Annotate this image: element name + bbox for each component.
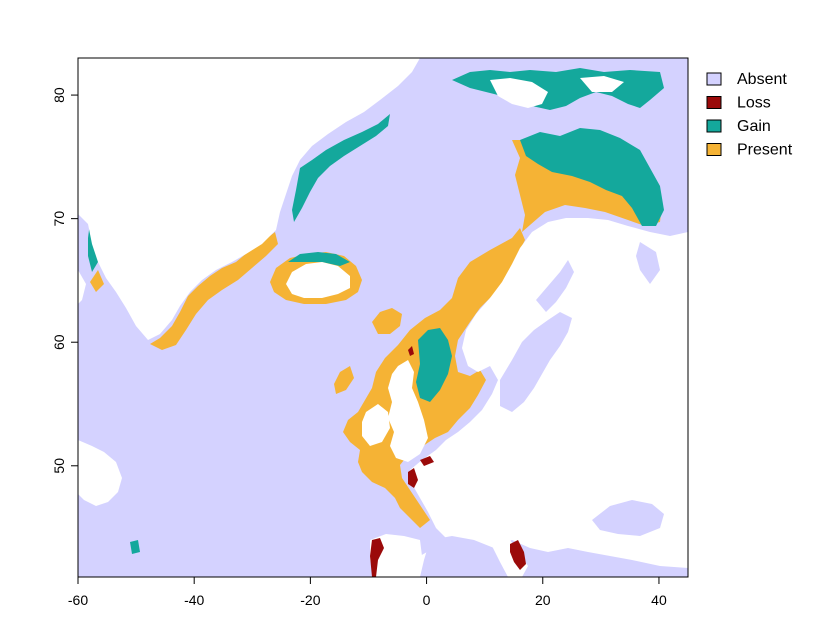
land-eurasia	[404, 218, 688, 577]
x-tick-label: 40	[651, 592, 667, 608]
land-iceland	[286, 262, 350, 298]
present-rockall	[334, 366, 354, 394]
sea-mediterranean	[420, 536, 688, 577]
legend-label-absent: Absent	[737, 71, 787, 88]
land-baffin	[78, 270, 86, 304]
gain-labrador-dot	[130, 540, 140, 554]
legend-label-gain: Gain	[737, 118, 771, 135]
x-tick-label: -40	[184, 592, 204, 608]
land-iberia	[370, 534, 422, 577]
loss-channel	[420, 456, 434, 466]
legend-label-loss: Loss	[737, 95, 771, 112]
gain-barents-north	[520, 128, 664, 226]
gain-iceland-north	[288, 252, 350, 266]
sea-baltic	[500, 312, 572, 412]
legend-swatch-absent	[706, 72, 722, 86]
present-greenland-east	[150, 232, 278, 350]
gain-north-sea	[416, 328, 452, 402]
legend-swatch-gain	[706, 119, 722, 133]
present-faroe	[372, 308, 402, 334]
land-layer	[78, 58, 688, 577]
land-greenland	[78, 58, 420, 340]
y-axis: 50 60 70 80	[51, 87, 79, 474]
x-tick-label: 20	[535, 592, 551, 608]
y-tick-label: 50	[51, 458, 67, 474]
legend-label-present: Present	[737, 142, 793, 159]
legend-swatch-present	[706, 143, 722, 156]
loss-adriatic	[510, 540, 526, 570]
loss-iberia-coast	[370, 538, 384, 577]
sea-black	[592, 500, 664, 536]
y-tick-label: 60	[51, 334, 67, 350]
land-labrador	[78, 440, 122, 506]
land-ireland	[362, 404, 390, 446]
loss-biscay	[408, 468, 418, 488]
x-tick-label: -20	[300, 592, 320, 608]
sea-white	[636, 242, 660, 284]
y-tick-label: 80	[51, 87, 67, 103]
sea-bothnia	[536, 260, 574, 312]
loss-norway-dot	[408, 346, 414, 356]
loss-zone-layer	[370, 346, 526, 577]
x-tick-label: 0	[423, 592, 431, 608]
legend-swatch-loss	[706, 96, 722, 109]
land-svalbard	[490, 78, 548, 108]
gain-greenland-ne	[292, 114, 390, 222]
y-tick-label: 70	[51, 211, 67, 227]
present-greenland-sw	[90, 270, 104, 292]
legend: Absent Loss Gain Present	[706, 71, 793, 159]
land-great-britain	[388, 360, 428, 462]
x-axis: -60 -40 -20 0 20 40	[68, 576, 667, 608]
land-franz-josef	[580, 76, 624, 92]
x-tick-label: -60	[68, 592, 88, 608]
